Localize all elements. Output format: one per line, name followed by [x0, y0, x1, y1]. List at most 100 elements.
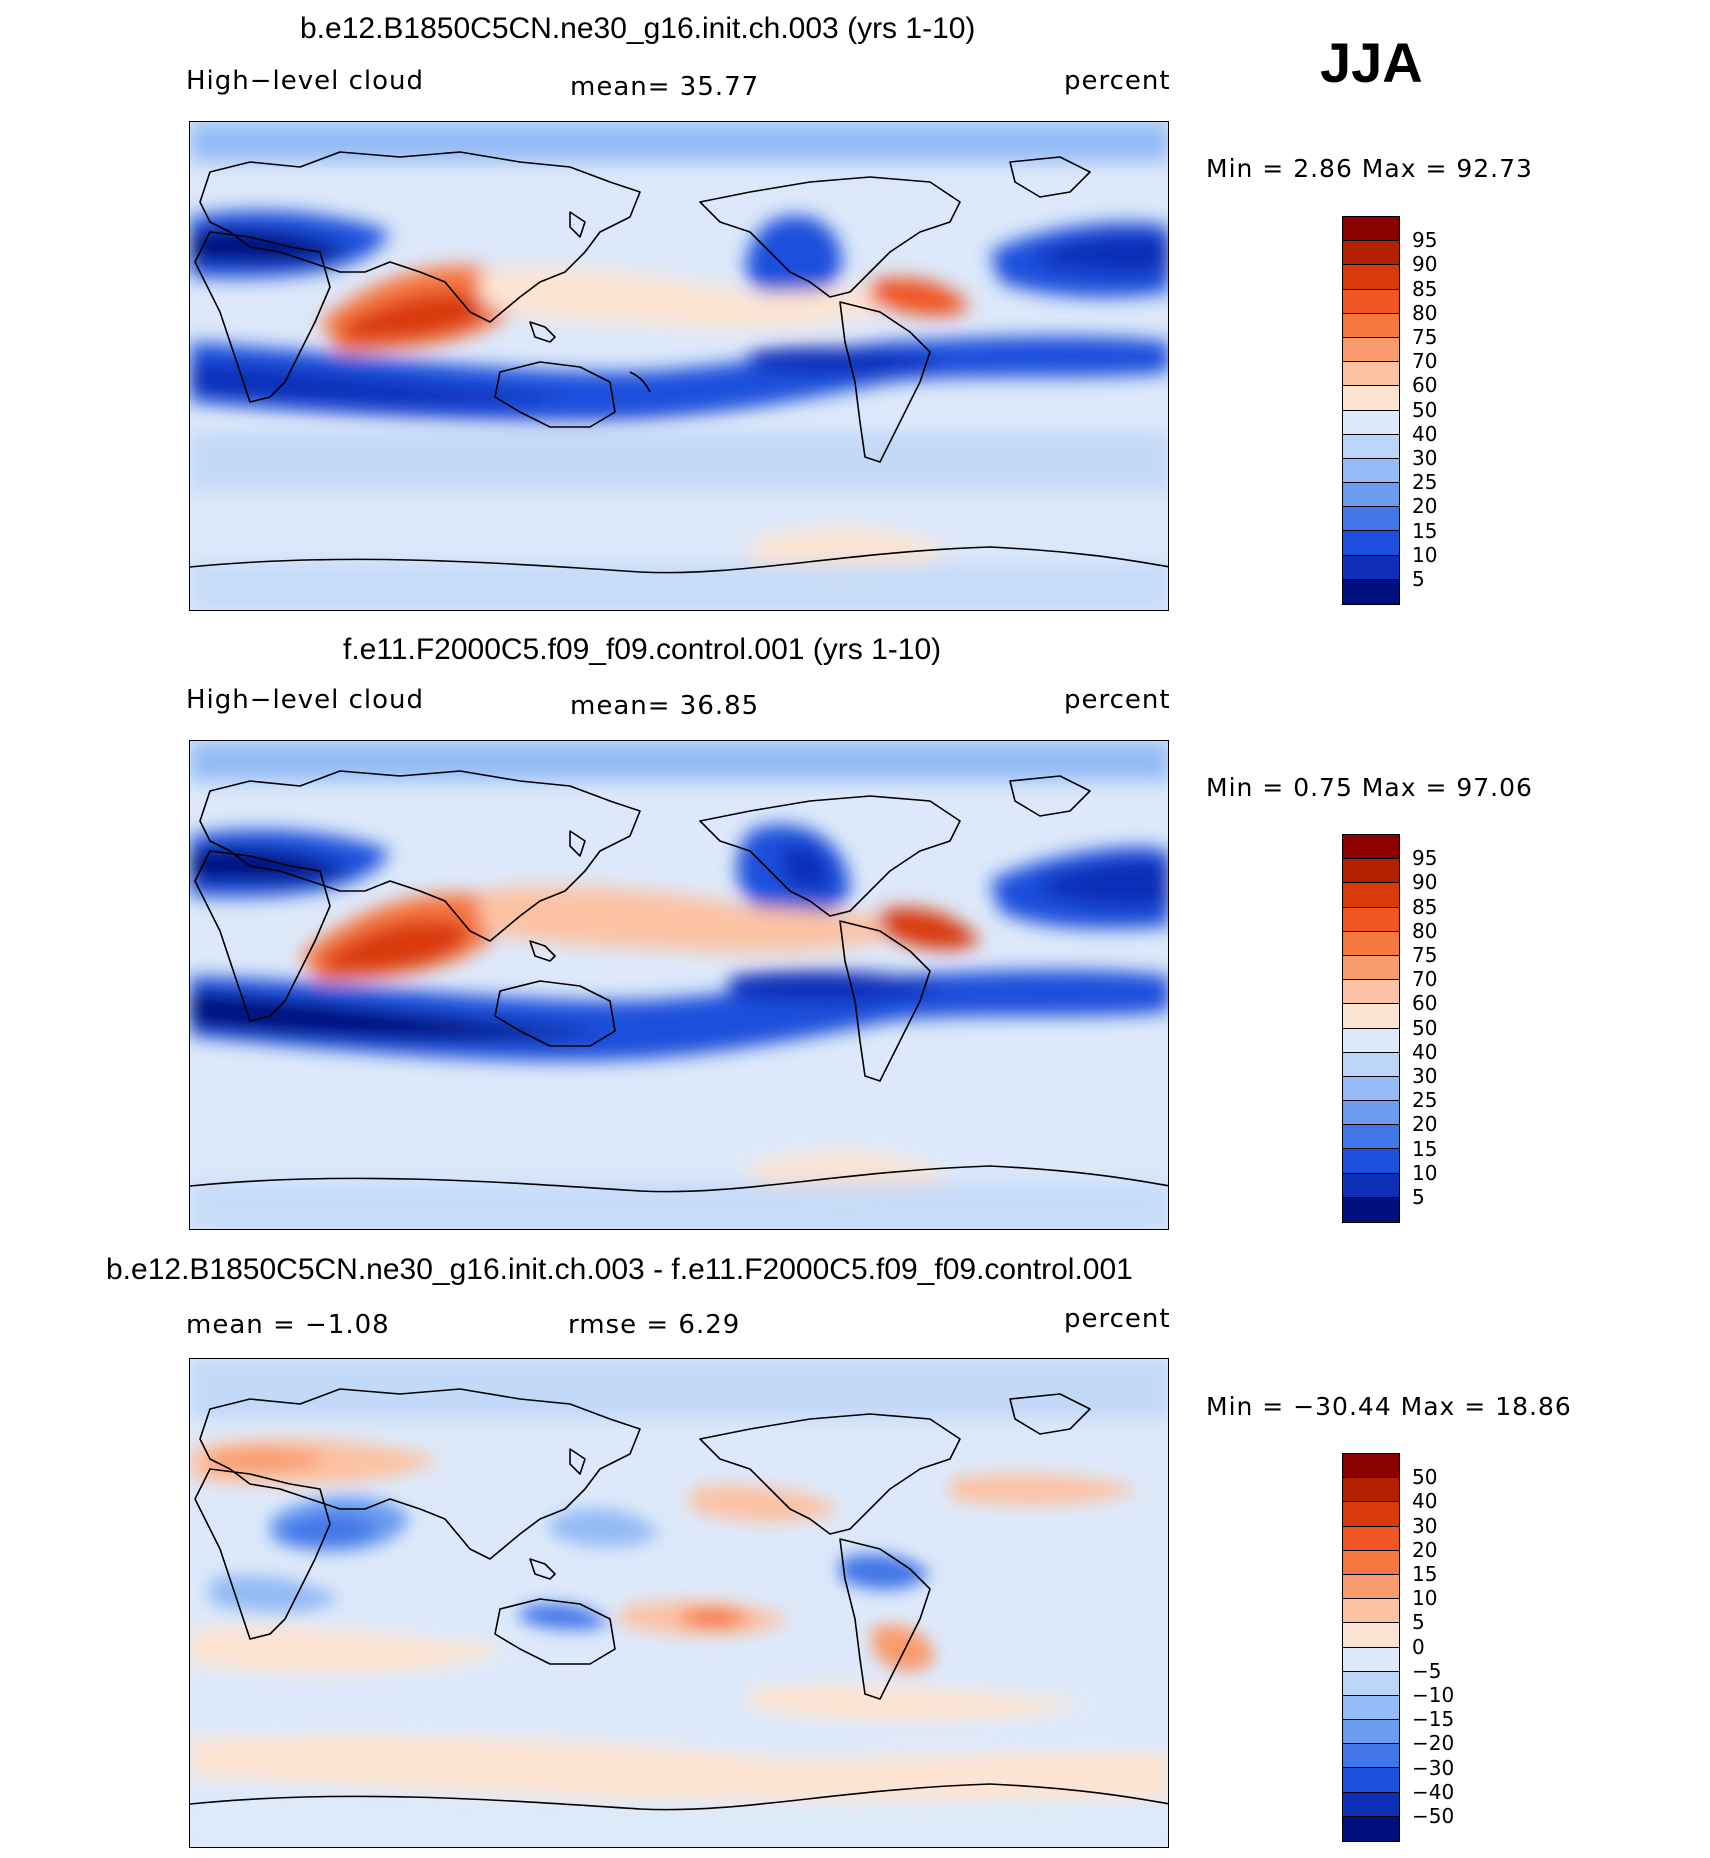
- colorbar-swatch: [1343, 1173, 1399, 1198]
- colorbar-swatch: [1343, 362, 1399, 387]
- colorbar-swatch: [1343, 1197, 1399, 1222]
- colorbar-swatch: [1343, 1526, 1399, 1551]
- colorbar-tick-label: 60: [1412, 373, 1438, 398]
- colorbar-tick-label: −40: [1412, 1779, 1455, 1804]
- panel-3-rmse-label: rmse = 6.29: [568, 1310, 741, 1340]
- colorbar-tick-label: 80: [1412, 918, 1438, 943]
- colorbar-tick-label: 20: [1412, 494, 1438, 519]
- colorbar-swatch: [1343, 1816, 1399, 1841]
- colorbar-tick-label: 75: [1412, 325, 1438, 349]
- colorbar-swatch: [1343, 1101, 1399, 1126]
- colorbar-tick-label: 15: [1412, 1136, 1438, 1161]
- colorbar-swatch: [1343, 1623, 1399, 1648]
- colorbar-tick-label: 20: [1412, 1112, 1438, 1137]
- colorbar-swatch: [1343, 1574, 1399, 1600]
- colorbar-swatch: [1343, 1478, 1399, 1503]
- colorbar-tick-label: −20: [1412, 1731, 1455, 1756]
- colorbar-tick-label: 5: [1412, 1610, 1425, 1635]
- colorbar-tick-label: 90: [1412, 870, 1438, 895]
- colorbar-swatch: [1343, 1028, 1399, 1053]
- panel-3-units-label: percent: [1064, 1304, 1171, 1334]
- colorbar-tick-label: 40: [1412, 1039, 1438, 1064]
- colorbar-tick-label: −15: [1412, 1707, 1455, 1732]
- colorbar-tick-label: 15: [1412, 518, 1438, 543]
- colorbar-swatch: [1343, 410, 1399, 435]
- colorbar-swatch: [1343, 1792, 1399, 1817]
- colorbar-tick-label: −50: [1412, 1804, 1455, 1828]
- colorbar-tick-label: 85: [1412, 894, 1438, 919]
- panel-1-colorbar: [1342, 216, 1400, 605]
- panel-2-map-field: [190, 741, 1168, 1229]
- colorbar-tick-label: 30: [1412, 1064, 1438, 1088]
- colorbar-swatch: [1343, 1744, 1399, 1769]
- panel-1-variable-label: High−level cloud: [186, 66, 425, 96]
- colorbar-swatch: [1343, 555, 1399, 580]
- colorbar-swatch: [1343, 955, 1399, 981]
- panel-1-mean-label: mean= 35.77: [570, 72, 760, 102]
- colorbar-swatch: [1343, 1052, 1399, 1077]
- colorbar-swatch: [1343, 1647, 1399, 1672]
- colorbar-tick-label: 0: [1412, 1634, 1425, 1659]
- colorbar-tick-label: 20: [1412, 1537, 1438, 1562]
- colorbar-swatch: [1343, 265, 1399, 290]
- colorbar-swatch: [1343, 483, 1399, 508]
- colorbar-swatch: [1343, 1671, 1399, 1696]
- colorbar-tick-label: 70: [1412, 349, 1438, 374]
- colorbar-swatch: [1343, 458, 1399, 484]
- colorbar-swatch: [1343, 531, 1399, 556]
- colorbar-tick-label: 10: [1412, 1586, 1438, 1611]
- colorbar-swatch: [1343, 241, 1399, 266]
- colorbar-swatch: [1343, 1695, 1399, 1721]
- colorbar-swatch: [1343, 386, 1399, 411]
- colorbar-swatch: [1343, 434, 1399, 459]
- colorbar-tick-label: 80: [1412, 300, 1438, 325]
- colorbar-swatch: [1343, 1454, 1399, 1479]
- panel-1-map-field: [190, 122, 1168, 610]
- panel-2-coastlines: [190, 770, 1168, 1193]
- panel-2-mean-label: mean= 36.85: [570, 691, 760, 721]
- colorbar-tick-label: 50: [1412, 1015, 1438, 1040]
- colorbar-swatch: [1343, 289, 1399, 314]
- colorbar-tick-label: 30: [1412, 446, 1438, 470]
- panel-3-title: b.e12.B1850C5CN.ne30_g16.init.ch.003 - f…: [106, 1253, 1133, 1286]
- panel-1-title: b.e12.B1850C5CN.ne30_g16.init.ch.003 (yr…: [300, 12, 976, 45]
- colorbar-tick-label: 95: [1412, 228, 1438, 253]
- colorbar-tick-label: 5: [1412, 567, 1425, 591]
- colorbar-swatch: [1343, 1502, 1399, 1527]
- panel-3-map: [189, 1358, 1169, 1848]
- colorbar-swatch: [1343, 1125, 1399, 1150]
- panel-1-units-label: percent: [1064, 66, 1171, 96]
- colorbar-swatch: [1343, 1149, 1399, 1174]
- colorbar-tick-label: 40: [1412, 1489, 1438, 1514]
- colorbar-tick-label: 30: [1412, 1513, 1438, 1538]
- panel-3-coastlines: [190, 1388, 1168, 1811]
- colorbar-swatch: [1343, 931, 1399, 956]
- colorbar-tick-label: 25: [1412, 470, 1438, 495]
- panel-2-minmax: Min = 0.75 Max = 97.06: [1206, 773, 1533, 802]
- panel-1-coastlines: [190, 151, 1168, 574]
- colorbar-tick-label: 75: [1412, 943, 1438, 967]
- colorbar-swatch: [1343, 835, 1399, 860]
- panel-3-minmax: Min = −30.44 Max = 18.86: [1206, 1392, 1572, 1421]
- colorbar-swatch: [1343, 507, 1399, 532]
- colorbar-tick-label: 15: [1412, 1562, 1438, 1586]
- colorbar-tick-label: 70: [1412, 967, 1438, 992]
- panel-3-colorbar: [1342, 1453, 1400, 1842]
- colorbar-swatch: [1343, 1720, 1399, 1745]
- colorbar-tick-label: 90: [1412, 252, 1438, 277]
- colorbar-swatch: [1343, 883, 1399, 908]
- panel-2-variable-label: High−level cloud: [186, 685, 425, 715]
- colorbar-tick-label: −5: [1412, 1658, 1442, 1683]
- colorbar-tick-label: 10: [1412, 1160, 1438, 1185]
- colorbar-swatch: [1343, 980, 1399, 1005]
- colorbar-swatch: [1343, 1599, 1399, 1624]
- panel-2-map: [189, 740, 1169, 1230]
- season-label: JJA: [1320, 31, 1423, 94]
- panel-2-units-label: percent: [1064, 685, 1171, 715]
- colorbar-swatch: [1343, 217, 1399, 242]
- panel-2-colorbar: [1342, 834, 1400, 1223]
- panel-2-title: f.e11.F2000C5.f09_f09.control.001 (yrs 1…: [343, 633, 942, 666]
- colorbar-swatch: [1343, 907, 1399, 932]
- colorbar-tick-label: −30: [1412, 1755, 1455, 1780]
- colorbar-tick-label: 10: [1412, 542, 1438, 567]
